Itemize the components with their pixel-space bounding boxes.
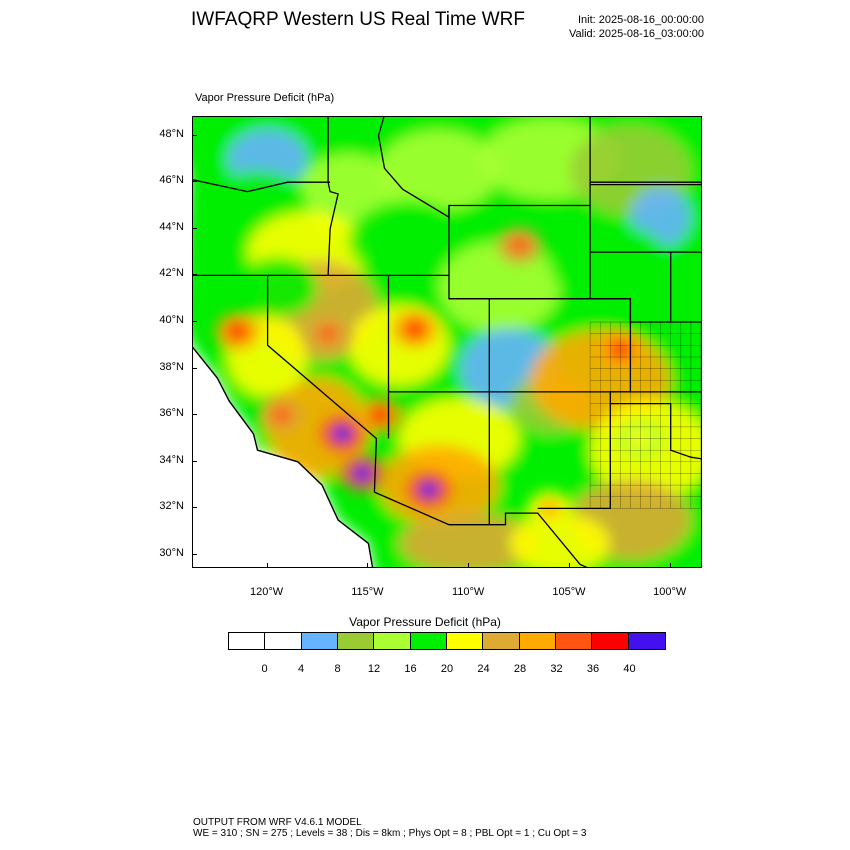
valid-time: Valid: 2025-08-16_03:00:00 xyxy=(569,28,704,40)
state-border-0 xyxy=(327,117,339,276)
lat-tick xyxy=(192,321,197,323)
lon-tick xyxy=(669,563,671,568)
lat-tick xyxy=(192,460,197,462)
state-border-1 xyxy=(193,179,331,193)
colorbar-label: 8 xyxy=(334,663,341,675)
lat-tick-label: 44°N xyxy=(159,220,184,233)
colorbar-label: 20 xyxy=(440,663,454,675)
colorbar-swatch xyxy=(265,633,302,649)
lat-tick-label: 38°N xyxy=(159,360,184,373)
lat-tick xyxy=(192,227,197,229)
colorbar-swatch xyxy=(374,633,411,649)
model-info: OUTPUT FROM WRF V4.6.1 MODEL xyxy=(193,817,362,828)
lon-tick-label: 120°W xyxy=(250,586,284,598)
colorbar-label: 0 xyxy=(261,663,268,675)
colorbar-label: 40 xyxy=(623,663,636,675)
colorbar xyxy=(228,632,666,650)
lon-tick xyxy=(468,563,470,568)
hotspot-sacramento-valley xyxy=(226,322,249,341)
lat-tick-label: 42°N xyxy=(159,267,184,280)
lon-tick-label: 115°W xyxy=(351,586,384,598)
lon-tick xyxy=(568,563,570,568)
colorbar-title: Vapor Pressure Deficit (hPa) xyxy=(349,615,501,629)
vpd-map xyxy=(192,116,702,568)
state-boundaries xyxy=(193,117,701,567)
vpd-map-canvas xyxy=(193,117,701,567)
map-field-label: Vapor Pressure Deficit (hPa) xyxy=(195,92,335,104)
model-params: WE = 310 ; SN = 275 ; Levels = 38 ; Dis … xyxy=(193,828,587,839)
colorbar-label: 16 xyxy=(404,663,417,675)
hotspot-lake-mead xyxy=(369,406,392,425)
colorbar-swatch xyxy=(628,633,665,649)
page-title: IWFAQRP Western US Real Time WRF xyxy=(191,9,525,30)
lat-tick-label: 36°N xyxy=(159,407,184,420)
lat-tick xyxy=(192,507,197,509)
colorbar-swatch xyxy=(410,633,447,649)
colorbar-swatch xyxy=(555,633,593,649)
lat-tick-label: 40°N xyxy=(159,314,184,327)
lat-tick xyxy=(192,134,197,136)
lat-tick-label: 30°N xyxy=(159,547,184,560)
lat-tick xyxy=(192,367,197,369)
colorbar-label: 28 xyxy=(513,663,527,675)
lat-tick xyxy=(192,414,197,416)
lat-tick xyxy=(192,554,197,556)
lat-tick xyxy=(192,274,197,276)
hotspot-death-valley xyxy=(331,424,354,443)
colorbar-swatch xyxy=(592,633,629,649)
hotspot-san-joaquin-valley xyxy=(270,406,293,425)
lon-tick-label: 105°W xyxy=(552,586,586,598)
vpd-shading xyxy=(193,117,701,567)
state-border-16 xyxy=(374,491,588,567)
colorbar-swatch xyxy=(337,633,375,649)
colorbar-label: 24 xyxy=(477,663,490,675)
lat-tick-label: 34°N xyxy=(159,453,184,466)
hotspot-utah-west-desert xyxy=(403,320,426,339)
colorbar-swatch xyxy=(301,633,338,649)
colorbar-swatch xyxy=(446,633,484,649)
colorbar-swatch xyxy=(229,633,266,649)
lon-tick xyxy=(266,563,268,568)
colorbar-label: 32 xyxy=(550,663,563,675)
hotspot-phoenix-area xyxy=(417,480,440,499)
colorbar-swatch xyxy=(519,633,556,649)
colorbar-label: 36 xyxy=(586,663,600,675)
lat-tick xyxy=(192,181,197,183)
coastline xyxy=(193,346,374,567)
hotspot-mojave-colorado-desert xyxy=(351,464,374,483)
lat-tick-label: 46°N xyxy=(159,174,184,187)
lat-tick-label: 32°N xyxy=(159,500,184,513)
ocean xyxy=(193,117,701,567)
hotspot-central-wyoming xyxy=(508,236,531,255)
lat-tick-label: 48°N xyxy=(159,127,184,140)
init-time: Init: 2025-08-16_00:00:00 xyxy=(578,14,704,26)
lon-tick-label: 110°W xyxy=(451,586,485,598)
colorbar-swatch xyxy=(483,633,520,649)
colorbar-label: 12 xyxy=(367,663,381,675)
state-border-3 xyxy=(266,275,378,493)
colorbar-label: 4 xyxy=(297,663,305,675)
lon-tick xyxy=(367,563,369,568)
lon-tick-label: 100°W xyxy=(653,586,687,598)
hotspot-nevada-basin xyxy=(317,324,340,343)
